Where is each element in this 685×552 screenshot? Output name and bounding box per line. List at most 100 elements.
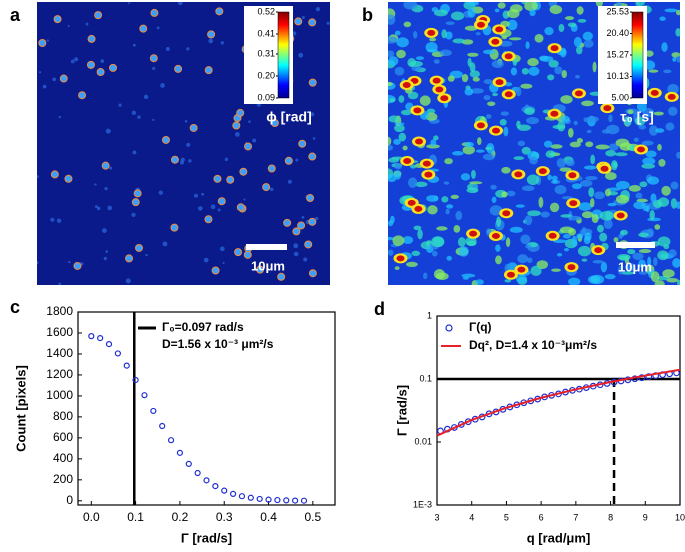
hotspot-core <box>574 90 583 97</box>
texture <box>576 6 584 15</box>
texture <box>408 177 418 188</box>
texture <box>665 122 675 131</box>
texture <box>475 149 485 153</box>
data-point <box>247 494 254 501</box>
texture <box>675 9 680 16</box>
texture <box>431 7 438 13</box>
texture <box>388 157 400 163</box>
speckle <box>219 246 225 252</box>
texture <box>450 11 465 21</box>
texture <box>458 246 469 257</box>
colorbar-tick-label: 0.20 <box>257 70 275 80</box>
hotspot-core <box>616 212 625 219</box>
speckle <box>177 2 183 6</box>
texture <box>392 235 405 246</box>
data-point <box>229 490 237 497</box>
texture <box>594 191 605 200</box>
hotspot-core <box>517 266 526 273</box>
texture <box>604 273 616 280</box>
speckle <box>293 243 299 249</box>
hotspot-core <box>491 232 500 239</box>
texture <box>585 176 598 181</box>
texture <box>614 152 628 157</box>
hotspot-core <box>569 200 578 207</box>
texture <box>520 83 533 89</box>
particle-ring <box>73 261 82 270</box>
texture <box>568 277 581 285</box>
texture <box>583 39 594 48</box>
texture <box>565 159 575 167</box>
texture <box>554 66 563 75</box>
particle-ring <box>53 15 62 24</box>
colorbar-tick-label: 20.40 <box>606 28 629 38</box>
y-tick-label: 1400 <box>46 346 73 360</box>
speckle <box>137 115 141 119</box>
hotspot-core <box>603 105 612 112</box>
texture <box>426 195 439 202</box>
texture <box>477 137 482 146</box>
x-axis-label: Γ [rad/s] <box>181 530 232 545</box>
hotspot-core <box>495 79 504 86</box>
x-tick-label: 0.2 <box>172 510 189 524</box>
speckle <box>301 15 305 20</box>
texture <box>482 49 496 55</box>
speckle <box>131 110 137 115</box>
hotspot-core <box>600 165 609 172</box>
particle-ring <box>87 34 96 43</box>
texture <box>529 9 536 17</box>
texture <box>580 179 593 187</box>
texture <box>581 258 588 262</box>
particle-ring <box>50 170 59 179</box>
texture <box>624 116 632 126</box>
data-point <box>88 333 95 340</box>
texture <box>467 52 479 57</box>
texture <box>431 236 445 248</box>
texture <box>469 62 476 73</box>
speckle <box>37 175 39 178</box>
plot-frame <box>77 311 336 506</box>
texture <box>556 252 563 257</box>
speckle <box>165 47 170 52</box>
texture <box>388 144 394 151</box>
texture <box>586 116 599 123</box>
texture <box>608 143 619 151</box>
colorbar-tick-label: 0.31 <box>257 48 275 58</box>
texture <box>571 183 582 190</box>
hotspot-core <box>491 38 500 45</box>
texture <box>510 67 518 76</box>
texture <box>552 124 566 130</box>
data-point <box>645 373 653 381</box>
data-point <box>176 449 184 456</box>
speckle <box>107 205 113 211</box>
texture <box>652 257 658 267</box>
scale-bar-label: 10μm <box>251 258 285 273</box>
speckle <box>222 261 225 264</box>
texture <box>592 259 604 264</box>
fit-line <box>436 368 681 437</box>
texture <box>388 56 399 66</box>
texture <box>410 164 417 169</box>
particle-ring <box>304 240 313 249</box>
texture <box>554 185 567 195</box>
y-tick-label: 1000 <box>46 388 73 402</box>
texture <box>634 116 646 126</box>
texture <box>451 151 464 156</box>
texture <box>591 213 599 224</box>
colorbar-tick-label: 15.27 <box>606 49 629 59</box>
texture <box>475 279 484 285</box>
texture <box>402 145 408 151</box>
texture <box>396 37 409 48</box>
speckle <box>312 137 316 140</box>
texture <box>645 150 657 158</box>
hotspot-core <box>504 91 513 98</box>
y-tick-label: 600 <box>53 430 73 444</box>
texture <box>494 8 500 13</box>
texture <box>515 204 525 208</box>
texture <box>485 146 493 151</box>
speckle <box>74 57 79 62</box>
texture <box>433 269 445 280</box>
texture <box>567 128 574 138</box>
speckle <box>220 41 224 45</box>
particle-ring <box>96 68 105 77</box>
texture <box>394 124 405 133</box>
